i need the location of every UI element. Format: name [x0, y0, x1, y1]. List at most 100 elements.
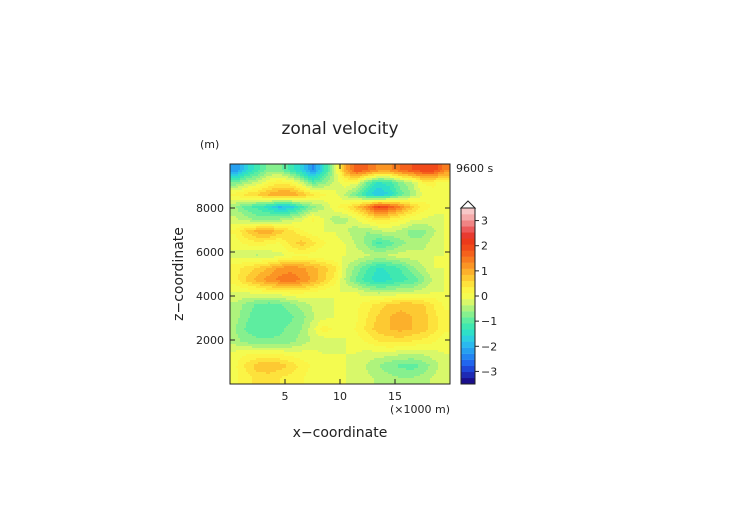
heatmap-cell	[390, 208, 393, 211]
heatmap-cell	[378, 250, 381, 253]
heatmap-cell	[400, 252, 403, 255]
heatmap-cell	[286, 204, 289, 207]
heatmap-cell	[446, 212, 449, 215]
heatmap-cell	[346, 212, 349, 215]
heatmap-cell	[250, 212, 253, 215]
heatmap-cell	[398, 224, 401, 227]
heatmap-cell	[382, 246, 385, 249]
heatmap-cell	[434, 182, 437, 185]
heatmap-cell	[288, 190, 291, 193]
heatmap-cell	[256, 206, 259, 209]
heatmap-cell	[298, 186, 301, 189]
heatmap-cell	[282, 186, 285, 189]
heatmap-cell	[418, 190, 421, 193]
heatmap-cell	[402, 170, 405, 173]
heatmap-cell	[408, 202, 411, 205]
heatmap-cell	[242, 202, 245, 205]
heatmap-cell	[232, 170, 235, 173]
heatmap-cell	[292, 222, 295, 225]
heatmap-cell	[394, 250, 397, 253]
heatmap-cell	[368, 184, 371, 187]
heatmap-cell	[244, 220, 247, 223]
heatmap-cell	[278, 190, 281, 193]
heatmap-cell	[390, 188, 393, 191]
heatmap-cell	[388, 214, 391, 217]
heatmap-cell	[242, 228, 245, 231]
heatmap-cell	[360, 186, 363, 189]
heatmap-cell	[352, 232, 355, 235]
heatmap-cell	[310, 190, 313, 193]
heatmap-cell	[356, 234, 359, 237]
heatmap-cell	[262, 194, 265, 197]
heatmap-cell	[364, 226, 367, 229]
heatmap-cell	[376, 190, 379, 193]
heatmap-cell	[398, 252, 401, 255]
heatmap-cell	[430, 250, 433, 253]
heatmap-cell	[242, 186, 245, 189]
heatmap-cell	[304, 246, 307, 249]
heatmap-cell	[266, 180, 269, 183]
heatmap-cell	[398, 164, 401, 167]
heatmap-cell	[434, 242, 437, 245]
heatmap-cell	[252, 220, 255, 223]
heatmap-cell	[252, 210, 255, 213]
heatmap-cell	[272, 250, 275, 253]
heatmap-cell	[360, 202, 363, 205]
heatmap-cell	[432, 190, 435, 193]
heatmap-cell	[266, 210, 269, 213]
heatmap-cell	[328, 164, 331, 167]
heatmap-cell	[388, 166, 391, 169]
heatmap-cell	[364, 196, 367, 199]
heatmap-cell	[350, 222, 353, 225]
heatmap-cell	[406, 166, 409, 169]
heatmap-cell	[338, 182, 341, 185]
heatmap-cell	[244, 248, 247, 251]
heatmap-cell	[394, 180, 397, 183]
heatmap-cell	[398, 214, 401, 217]
heatmap-cell	[286, 176, 289, 179]
heatmap-cell	[370, 236, 373, 239]
heatmap-cell	[330, 228, 333, 231]
heatmap-cell	[264, 204, 267, 207]
heatmap-cell	[416, 214, 419, 217]
heatmap-cell	[424, 204, 427, 207]
heatmap-cell	[414, 210, 417, 213]
heatmap-cell	[238, 238, 241, 241]
heatmap-cell	[230, 254, 233, 257]
heatmap-cell	[362, 242, 365, 245]
heatmap-cell	[312, 168, 315, 171]
heatmap-cell	[290, 224, 293, 227]
heatmap-cell	[448, 202, 451, 205]
heatmap-cell	[272, 180, 275, 183]
heatmap-cell	[348, 212, 351, 215]
heatmap-cell	[430, 206, 433, 209]
heatmap-cell	[304, 244, 307, 247]
heatmap-cell	[246, 254, 249, 257]
heatmap-cell	[394, 182, 397, 185]
heatmap-cell	[264, 210, 267, 213]
heatmap-cell	[322, 230, 325, 233]
heatmap-cell	[378, 248, 381, 251]
heatmap-cell	[422, 212, 425, 215]
heatmap-cell	[284, 198, 287, 201]
heatmap-cell	[284, 186, 287, 189]
heatmap-cell	[392, 182, 395, 185]
heatmap-cell	[374, 202, 377, 205]
heatmap-cell	[286, 188, 289, 191]
heatmap-cell	[282, 234, 285, 237]
heatmap-cell	[400, 208, 403, 211]
heatmap-cell	[264, 196, 267, 199]
heatmap-cell	[396, 198, 399, 201]
heatmap-cell	[246, 238, 249, 241]
heatmap-cell	[302, 248, 305, 251]
heatmap-cell	[348, 248, 351, 251]
heatmap-cell	[406, 174, 409, 177]
heatmap-cell	[268, 176, 271, 179]
heatmap-cell	[352, 174, 355, 177]
heatmap-cell	[364, 238, 367, 241]
heatmap-cell	[266, 190, 269, 193]
heatmap-cell	[254, 218, 257, 221]
heatmap-cell	[422, 172, 425, 175]
heatmap-cell	[432, 186, 435, 189]
heatmap-cell	[378, 188, 381, 191]
